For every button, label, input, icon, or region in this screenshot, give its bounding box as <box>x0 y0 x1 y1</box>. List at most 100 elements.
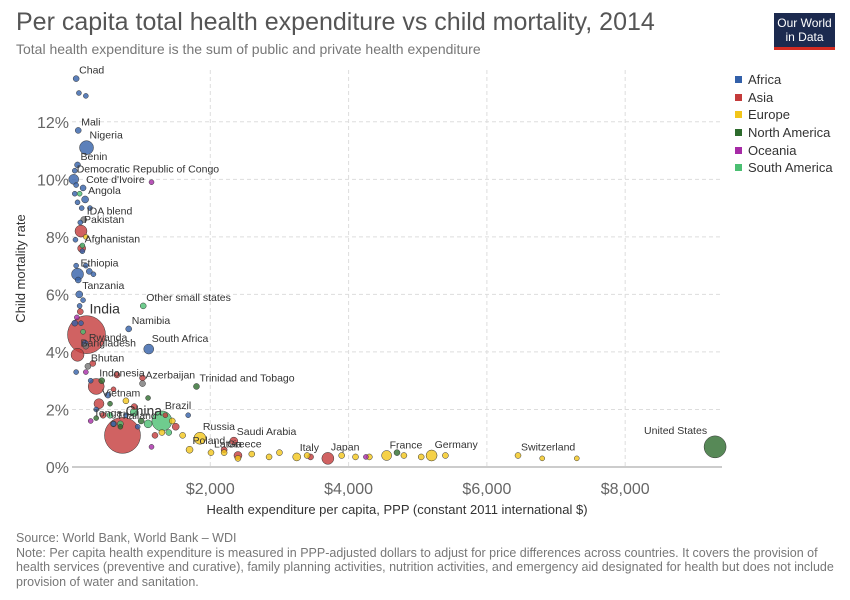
data-point <box>125 325 132 333</box>
data-point <box>574 455 580 462</box>
point-label: Brazil <box>165 400 191 412</box>
data-point <box>74 199 81 206</box>
data-point <box>107 400 113 407</box>
data-point <box>84 363 92 370</box>
data-point <box>73 369 79 375</box>
legend-swatch-icon <box>735 164 742 172</box>
data-point <box>139 380 146 387</box>
data-point <box>165 429 173 436</box>
legend-label: South America <box>748 160 833 176</box>
data-point <box>106 411 114 419</box>
data-point <box>77 308 84 315</box>
data-point <box>123 412 129 418</box>
y-axis-label: Child mortality rate <box>13 214 28 322</box>
data-point <box>72 75 80 82</box>
data-point <box>122 397 130 405</box>
data-point <box>72 236 79 243</box>
data-point <box>76 303 83 309</box>
data-point <box>185 412 191 418</box>
y-tick-label: 10% <box>37 172 69 189</box>
data-point <box>74 314 80 321</box>
data-point <box>265 453 273 461</box>
legend-label: North America <box>748 125 831 141</box>
data-point <box>143 343 155 355</box>
data-point <box>171 422 180 431</box>
x-axis-label: Health expenditure per capita, PPP (cons… <box>206 502 587 517</box>
data-point <box>276 449 283 456</box>
legend-label: Asia <box>748 89 774 105</box>
data-point <box>148 179 155 185</box>
data-point <box>703 435 727 459</box>
point-label: Mali <box>81 116 100 128</box>
data-point <box>83 234 89 240</box>
data-point <box>74 161 81 169</box>
legend-item-oceania[interactable]: Oceania <box>735 141 833 159</box>
point-label: Germany <box>435 439 479 451</box>
data-point <box>87 418 94 424</box>
point-label: Other small states <box>146 292 231 304</box>
data-point <box>93 406 99 413</box>
data-point <box>78 320 84 326</box>
point-label: Azerbaijan <box>146 370 196 382</box>
point-label: Tonga <box>94 407 123 419</box>
data-point <box>93 415 99 421</box>
data-point <box>87 377 94 384</box>
legend-label: Europe <box>748 107 790 123</box>
data-point <box>169 417 176 425</box>
data-point <box>130 403 138 410</box>
point-label: Bangladesh <box>81 337 137 349</box>
data-point <box>81 195 89 204</box>
data-point <box>158 429 166 436</box>
data-point <box>110 421 117 427</box>
owid-logo[interactable]: Our World in Data <box>774 13 835 50</box>
labels-layer: India China United States Brazil Indonesia Ni… <box>77 65 707 454</box>
legend-item-africa[interactable]: Africa <box>735 71 833 89</box>
data-point <box>80 297 86 303</box>
data-point <box>83 262 89 269</box>
legend-swatch-icon <box>735 76 742 84</box>
data-point <box>86 268 93 275</box>
legend-item-south-america[interactable]: South America <box>735 159 833 177</box>
data-point <box>75 290 84 299</box>
point-label: Indonesia <box>99 367 145 379</box>
data-point <box>248 450 256 458</box>
y-tick-label: 0% <box>46 460 69 477</box>
chart-title: Per capita total health expenditure vs c… <box>16 8 655 36</box>
scatter-chart: 0% 2% 4% 6% 8% 10% 12% $2,000 $4,000 $6,000 $8,000… <box>13 65 727 517</box>
data-point <box>234 455 242 462</box>
point-label: Cote d'Ivoire <box>86 174 145 186</box>
data-point <box>338 452 345 459</box>
legend-item-europe[interactable]: Europe <box>735 106 833 124</box>
legend-item-asia[interactable]: Asia <box>735 89 833 107</box>
legend-swatch-icon <box>735 146 742 154</box>
source-text[interactable]: Source: World Bank, World Bank – WDI <box>16 531 237 545</box>
point-label: Latvia <box>214 439 242 451</box>
data-point <box>73 182 79 188</box>
data-point <box>162 412 169 418</box>
data-point <box>79 184 87 192</box>
point-label: Angola <box>88 185 121 197</box>
legend: Africa Asia Europe North America Oceania… <box>735 71 833 177</box>
data-point <box>148 444 155 450</box>
data-point <box>193 431 207 445</box>
point-label: Thailand <box>116 410 156 422</box>
data-point <box>139 302 147 310</box>
data-point <box>89 360 96 367</box>
data-point <box>80 329 86 335</box>
y-tick-label: 8% <box>46 230 69 247</box>
data-point <box>151 432 159 439</box>
data-point <box>400 452 408 459</box>
x-tick-label: $6,000 <box>462 481 511 498</box>
point-label: United States <box>644 425 707 437</box>
legend-item-north-america[interactable]: North America <box>735 124 833 142</box>
data-point <box>321 452 335 465</box>
data-point <box>83 93 89 99</box>
data-point <box>352 453 359 461</box>
y-tick-label: 6% <box>46 287 69 304</box>
data-point <box>78 205 85 211</box>
point-label: Democratic Republic of Congo <box>77 163 220 175</box>
logo-line-2: in Data <box>785 30 824 44</box>
point-label: Poland <box>193 435 226 447</box>
data-point <box>73 262 79 269</box>
data-point <box>70 348 85 362</box>
